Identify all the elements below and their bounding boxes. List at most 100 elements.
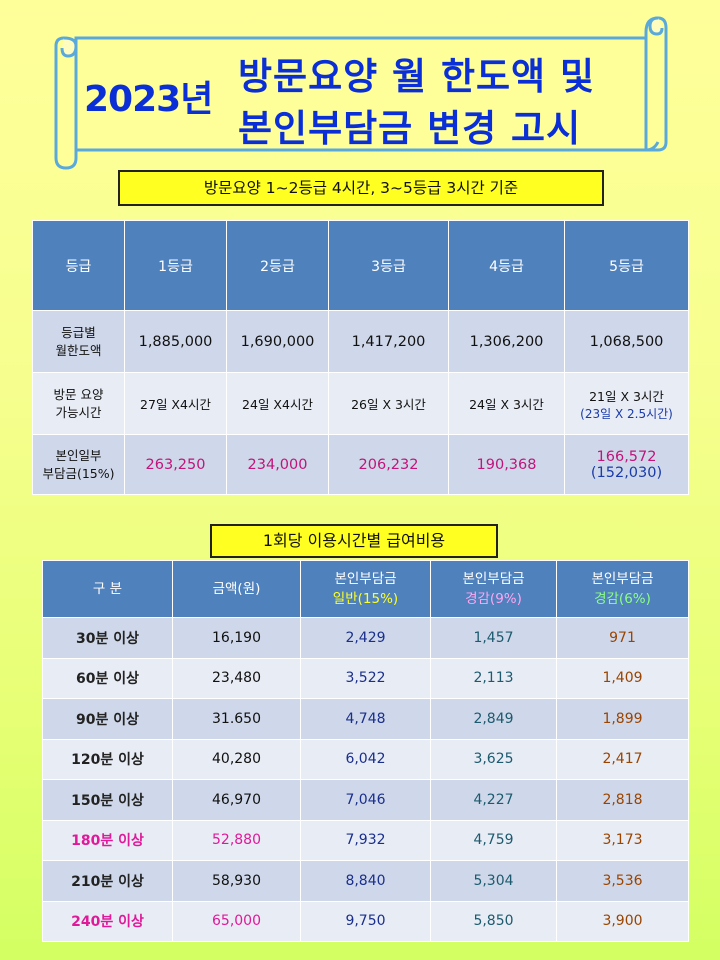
cell-copay-grade-2: 234,000 bbox=[226, 434, 329, 495]
copay-grade-5-main: 166,572 bbox=[596, 448, 657, 465]
row-label: 150분 이상 bbox=[42, 779, 173, 821]
cell-amount: 65,000 bbox=[172, 900, 301, 942]
per-visit-cost-note: 1회당 이용시간별 급여비용 bbox=[210, 524, 498, 558]
cell-copay-general: 7,046 bbox=[300, 779, 431, 821]
table-row: 210분 이상 58,930 8,840 5,304 3,536 bbox=[42, 860, 689, 902]
cell-copay-reduced-6: 3,173 bbox=[556, 819, 689, 861]
hours-grade-5-alt: (23일 X 2.5시간) bbox=[580, 406, 673, 421]
cell-copay-general: 8,840 bbox=[300, 860, 431, 902]
row-label: 30분 이상 bbox=[42, 617, 173, 659]
hours-grade-5-main: 21일 X 3시간 bbox=[589, 388, 664, 404]
cell-copay-general: 7,932 bbox=[300, 819, 431, 861]
cell-copay-reduced-6: 3,536 bbox=[556, 860, 689, 902]
cell-copay-grade-5: 166,572 (152,030) bbox=[564, 434, 689, 495]
table-row: 150분 이상 46,970 7,046 4,227 2,818 bbox=[42, 779, 689, 821]
header-grade-1: 1등급 bbox=[124, 220, 227, 311]
header-grade-4: 4등급 bbox=[448, 220, 565, 311]
row-label-visit-hours: 방문 요양 가능시간 bbox=[32, 372, 125, 435]
table-row: 30분 이상 16,190 2,429 1,457 971 bbox=[42, 617, 689, 659]
cell-copay-reduced-9: 1,457 bbox=[430, 617, 557, 659]
cell-copay-reduced-9: 2,113 bbox=[430, 657, 557, 699]
header-copay-label: 본인부담금 bbox=[334, 571, 397, 587]
cell-hours-grade-5: 21일 X 3시간 (23일 X 2.5시간) bbox=[564, 372, 689, 435]
cell-copay-grade-1: 263,250 bbox=[124, 434, 227, 495]
cell-limit-grade-1: 1,885,000 bbox=[124, 310, 227, 373]
cell-copay-reduced-6: 971 bbox=[556, 617, 689, 659]
table-row: 120분 이상 40,280 6,042 3,625 2,417 bbox=[42, 738, 689, 780]
cell-limit-grade-5: 1,068,500 bbox=[564, 310, 689, 373]
cell-copay-reduced-6: 2,818 bbox=[556, 779, 689, 821]
cell-hours-grade-4: 24일 X 3시간 bbox=[448, 372, 565, 435]
header-grade: 등급 bbox=[32, 220, 125, 311]
header-category: 구 분 bbox=[42, 560, 173, 618]
cell-copay-general: 2,429 bbox=[300, 617, 431, 659]
cell-copay-reduced-6: 2,417 bbox=[556, 738, 689, 780]
table-row-monthly-limit: 등급별 월한도액 1,885,000 1,690,000 1,417,200 1… bbox=[32, 310, 689, 373]
cell-limit-grade-2: 1,690,000 bbox=[226, 310, 329, 373]
table-row: 240분 이상 65,000 9,750 5,850 3,900 bbox=[42, 900, 689, 942]
per-visit-cost-table: 구 분 금액(원) 본인부담금 일반(15%) 본인부담금 경감(9%) 본인부… bbox=[42, 560, 689, 942]
row-label: 180분 이상 bbox=[42, 819, 173, 861]
header-amount: 금액(원) bbox=[172, 560, 301, 618]
title-line-1: 방문요양 월 한도액 및 bbox=[238, 55, 596, 98]
cell-amount: 58,930 bbox=[172, 860, 301, 902]
cell-copay-reduced-9: 5,850 bbox=[430, 900, 557, 942]
title-banner: 2023년 방문요양 월 한도액 및 본인부담금 변경 고시 bbox=[54, 14, 668, 174]
row-label: 240분 이상 bbox=[42, 900, 173, 942]
table-row-copay: 본인일부 부담금(15%) 263,250 234,000 206,232 19… bbox=[32, 434, 689, 495]
row-label: 120분 이상 bbox=[42, 738, 173, 780]
cell-copay-grade-4: 190,368 bbox=[448, 434, 565, 495]
cell-copay-reduced-9: 2,849 bbox=[430, 698, 557, 740]
row-label-monthly-limit: 등급별 월한도액 bbox=[32, 310, 125, 373]
row-label-line: 월한도액 bbox=[55, 342, 102, 358]
table-row: 180분 이상 52,880 7,932 4,759 3,173 bbox=[42, 819, 689, 861]
header-grade-2: 2등급 bbox=[226, 220, 329, 311]
header-copay-reduced-9: 본인부담금 경감(9%) bbox=[430, 560, 557, 618]
cell-hours-grade-1: 27일 X4시간 bbox=[124, 372, 227, 435]
cell-copay-reduced-6: 1,899 bbox=[556, 698, 689, 740]
table-header-row: 등급 1등급 2등급 3등급 4등급 5등급 bbox=[32, 220, 689, 311]
cell-amount: 31.650 bbox=[172, 698, 301, 740]
row-label-line: 등급별 bbox=[61, 324, 96, 340]
cell-limit-grade-4: 1,306,200 bbox=[448, 310, 565, 373]
cell-copay-grade-3: 206,232 bbox=[328, 434, 449, 495]
cell-amount: 23,480 bbox=[172, 657, 301, 699]
table-row-visit-hours: 방문 요양 가능시간 27일 X4시간 24일 X4시간 26일 X 3시간 2… bbox=[32, 372, 689, 435]
row-label-line: 본인일부 bbox=[55, 447, 102, 463]
cell-copay-reduced-6: 1,409 bbox=[556, 657, 689, 699]
header-copay-general: 본인부담금 일반(15%) bbox=[300, 560, 431, 618]
row-label: 90분 이상 bbox=[42, 698, 173, 740]
cell-copay-reduced-9: 5,304 bbox=[430, 860, 557, 902]
cell-copay-reduced-9: 4,227 bbox=[430, 779, 557, 821]
cell-amount: 40,280 bbox=[172, 738, 301, 780]
header-copay-label: 본인부담금 bbox=[591, 571, 654, 587]
cell-copay-reduced-9: 3,625 bbox=[430, 738, 557, 780]
table-row: 90분 이상 31.650 4,748 2,849 1,899 bbox=[42, 698, 689, 740]
cell-amount: 46,970 bbox=[172, 779, 301, 821]
cell-copay-general: 9,750 bbox=[300, 900, 431, 942]
row-label-line: 방문 요양 bbox=[53, 386, 104, 402]
row-label-copay: 본인일부 부담금(15%) bbox=[32, 434, 125, 495]
row-label-line: 가능시간 bbox=[55, 404, 102, 420]
header-grade-5: 5등급 bbox=[564, 220, 689, 311]
scroll-banner-graphic bbox=[54, 16, 668, 170]
header-reduced-6-rate: 경감(6%) bbox=[594, 591, 651, 607]
header-copay-label: 본인부담금 bbox=[462, 571, 525, 587]
cell-hours-grade-2: 24일 X4시간 bbox=[226, 372, 329, 435]
cell-hours-grade-3: 26일 X 3시간 bbox=[328, 372, 449, 435]
row-label: 60분 이상 bbox=[42, 657, 173, 699]
cell-copay-general: 3,522 bbox=[300, 657, 431, 699]
row-label-line: 부담금(15%) bbox=[42, 465, 115, 481]
copay-grade-5-alt: (152,030) bbox=[590, 464, 663, 481]
header-reduced-9-rate: 경감(9%) bbox=[465, 591, 522, 607]
header-general-rate: 일반(15%) bbox=[332, 591, 399, 607]
grade-hours-note: 방문요양 1~2등급 4시간, 3~5등급 3시간 기준 bbox=[118, 170, 604, 206]
cell-copay-general: 4,748 bbox=[300, 698, 431, 740]
per-visit-cost-rows: 30분 이상 16,190 2,429 1,457 971 60분 이상 23,480 3,5… bbox=[42, 617, 689, 942]
title-year: 2023년 bbox=[84, 79, 213, 120]
table-header-row: 구 분 금액(원) 본인부담금 일반(15%) 본인부담금 경감(9%) 본인부… bbox=[42, 560, 689, 618]
cell-limit-grade-3: 1,417,200 bbox=[328, 310, 449, 373]
table-row: 60분 이상 23,480 3,522 2,113 1,409 bbox=[42, 657, 689, 699]
cell-amount: 16,190 bbox=[172, 617, 301, 659]
cell-copay-general: 6,042 bbox=[300, 738, 431, 780]
